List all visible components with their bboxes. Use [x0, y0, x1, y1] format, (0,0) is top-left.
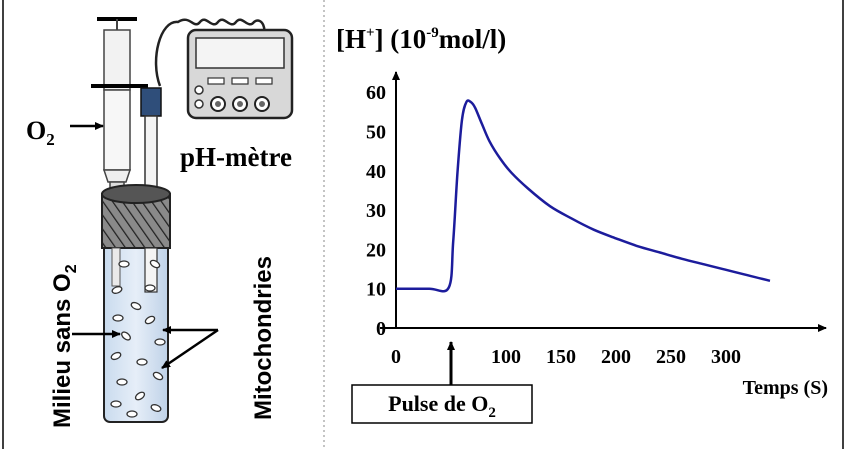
y-tick-label: 10	[366, 279, 386, 301]
x-tick-label: 0	[391, 346, 401, 368]
x-tick-label: 200	[601, 346, 631, 368]
ph-meter-device	[154, 18, 294, 120]
chart-title: [H+] (10-9mol/l)	[336, 24, 506, 54]
y-tick-label: 40	[366, 161, 386, 183]
x-tick-label: 250	[656, 346, 686, 368]
x-axis-ticks: 0 100 150 200 250 300	[391, 346, 741, 368]
y-tick-label: 60	[366, 82, 386, 104]
o2-label: O2	[26, 116, 55, 149]
y-tick-label: 50	[366, 122, 386, 144]
y-tick-label: 20	[366, 239, 386, 261]
y-tick-label: 30	[366, 200, 386, 222]
y-axis-ticks: 0 10 20 30 40 50 60	[366, 82, 386, 340]
pulse-label: Pulse de O2	[388, 391, 496, 421]
pulse-box	[351, 384, 533, 424]
pulse-annotation: Pulse de O2	[351, 341, 533, 424]
mitochondria-label: Mitochondries	[250, 256, 277, 420]
x-tick-label: 100	[491, 346, 521, 368]
mitochondria-particles	[110, 259, 166, 418]
chart: [H+] (10-9mol/l) 0 10 20 30 40 50 60 0 100 150 20…	[336, 24, 828, 424]
x-tick-label: 300	[711, 346, 741, 368]
y-tick-label: 0	[376, 318, 386, 340]
ph-meter-label: pH-mètre	[180, 142, 292, 172]
mito-arrow-2	[161, 328, 219, 370]
apparatus-illustration	[70, 17, 294, 423]
apparatus-arrows	[70, 122, 219, 370]
medium-label: Milieu sans O2	[49, 264, 80, 428]
series-line	[395, 99, 771, 293]
x-tick-label: 150	[546, 346, 576, 368]
x-axis-label: Temps (S)	[743, 377, 828, 399]
syringe	[91, 17, 148, 197]
